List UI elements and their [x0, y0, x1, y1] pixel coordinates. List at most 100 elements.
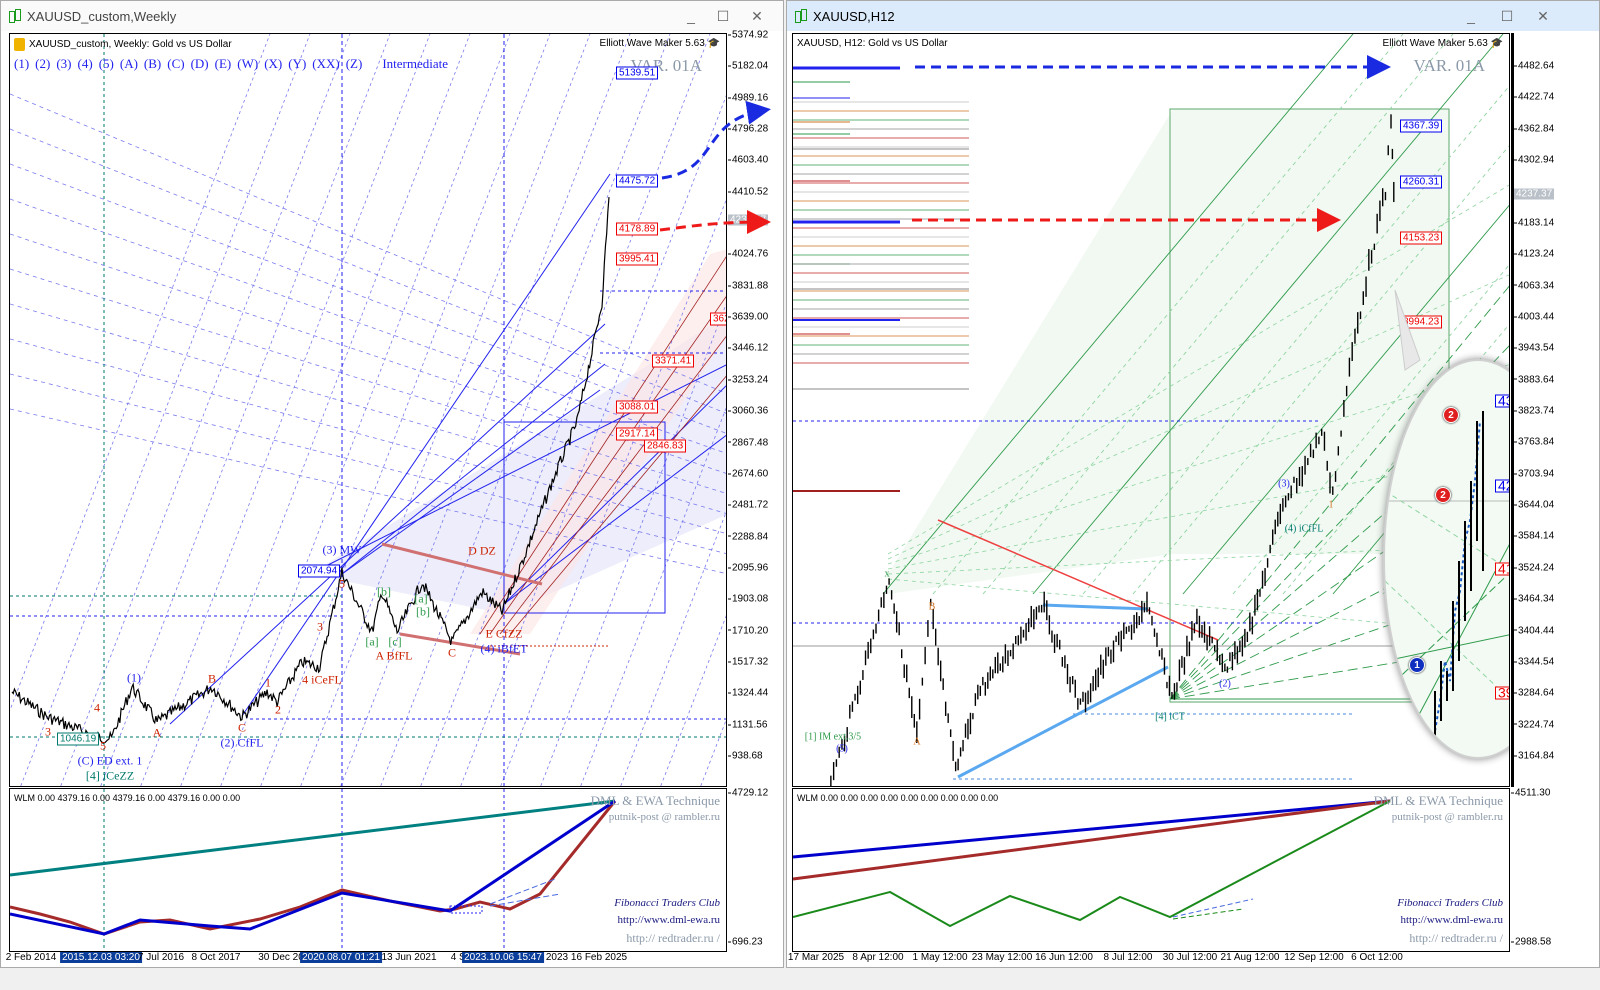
graduation-cap-icon: 🎓 [707, 38, 720, 49]
time-axis[interactable]: 17 Mar 2025 8 Apr 12:00 1 May 12:00 23 May … [788, 952, 1510, 966]
h12-chart-window: XAUUSD,H12 _ ☐ ✕ XAUUSD, H12: Gold vs US… [786, 0, 1600, 968]
price-axis-label: 4410.52 [728, 186, 768, 197]
maximize-button[interactable]: ☐ [1500, 8, 1514, 24]
wave-button[interactable]: (1) [14, 56, 30, 71]
window-titlebar[interactable]: XAUUSD_custom,Weekly _ ☐ ✕ [1, 1, 783, 31]
candlestick-icon [9, 9, 21, 23]
degree-selector[interactable]: Intermediate [382, 56, 449, 71]
price-axis-label: 3464.34 [1514, 594, 1554, 605]
wave-button[interactable]: (A) [119, 56, 138, 71]
maximize-button[interactable]: ☐ [716, 8, 730, 24]
price-tag: 2917.14 [616, 427, 659, 441]
watermark-site-link[interactable]: http://www.dml-ewa.ru [1400, 914, 1503, 926]
price-axis[interactable]: 5374.92 5182.04 4989.16 4796.28 4603.40 4410.… [728, 30, 784, 787]
time-axis-label: 23 May 12:00 [971, 952, 1033, 963]
chart-header: XAUUSD_custom, Weekly: Gold vs US Dollar [14, 38, 232, 51]
price-axis[interactable]: 4482.64 4422.74 4362.84 4302.94 4183.14 4123.… [1511, 33, 1567, 787]
wave-button[interactable]: (E) [214, 56, 232, 71]
close-button[interactable]: ✕ [1537, 8, 1549, 24]
price-axis-label: 5374.92 [728, 30, 768, 41]
wlm-indicator-pane[interactable]: WLM 0.00 4379.16 0.00 4379.16 0.00 4379.… [9, 788, 727, 952]
wave-button[interactable]: (D) [190, 56, 209, 71]
price-tag: 3629 [710, 312, 726, 326]
wave-label: 3 [317, 619, 323, 634]
price-line [11, 196, 610, 744]
magnifier-price-tag: 4153.23 [1495, 562, 1509, 576]
wave-label: [b] [377, 584, 391, 599]
teal-wave-line [10, 799, 616, 877]
time-axis-label: 2 Feb 2014 [5, 952, 57, 963]
wave-button[interactable]: (X) [264, 56, 283, 71]
wave-label: 1 [265, 675, 271, 690]
wave-label: (5) [836, 743, 848, 755]
time-axis-label: 8 Oct 2017 [191, 952, 241, 963]
wave-label: [4] iCT [1155, 711, 1185, 723]
window-title: XAUUSD,H12 [813, 8, 895, 24]
wave-button[interactable]: (Y) [288, 56, 307, 71]
minimize-button[interactable]: _ [687, 8, 695, 24]
wave-label: [a] [365, 634, 379, 649]
price-tag: 3994.23 [1400, 315, 1443, 329]
price-axis-label: 4482.64 [1514, 61, 1554, 72]
magnifier-price-tag: 4260.3 [1495, 479, 1509, 493]
watermark-site-link[interactable]: http://www.dml-ewa.ru [617, 914, 720, 926]
watermark-redtrader-link[interactable]: http:// redtrader.ru / [626, 931, 720, 945]
time-axis-label: 8 Jul 12:00 [1103, 952, 1153, 963]
wave-button[interactable]: (B) [143, 56, 162, 71]
price-axis-label: 2288.84 [728, 531, 768, 542]
time-axis-label: 30 Dec 20 [258, 952, 304, 963]
price-axis-label: 2674.60 [728, 468, 768, 479]
price-axis-label: 3524.24 [1514, 562, 1554, 573]
minimize-button[interactable]: _ [1467, 8, 1475, 24]
window-titlebar[interactable]: XAUUSD,H12 _ ☐ ✕ [787, 1, 1599, 31]
wave-label: D DZ [468, 543, 496, 558]
price-tag: 4367.39 [1400, 119, 1443, 133]
price-axis-label: 3883.64 [1514, 374, 1554, 385]
wave-label: x [884, 568, 890, 580]
chart-header: XAUUSD, H12: Gold vs US Dollar [797, 38, 948, 49]
wave-button[interactable]: (W) [237, 56, 259, 71]
candlestick-icon [795, 9, 807, 23]
price-axis-label: 2481.72 [728, 500, 768, 511]
price-axis-label: 3831.88 [728, 280, 768, 291]
wave-label: C [447, 645, 457, 660]
wave-button[interactable]: (3) [56, 56, 72, 71]
time-axis-label: 7 Jul 2016 [137, 952, 185, 963]
green-wave-line [793, 800, 1391, 928]
wave-label: 5 [339, 576, 345, 591]
wave-label: [4] iCeZZ [85, 768, 135, 783]
wave-button[interactable]: (2) [35, 56, 51, 71]
wave-button[interactable]: (XX) [312, 56, 340, 71]
price-tag: 5139.51 [616, 66, 659, 80]
wlm-indicator-pane[interactable]: WLM 0.00 0.00 0.00 0.00 0.00 0.00 0.00 0… [792, 788, 1510, 952]
wave-label: [c] [388, 634, 402, 649]
wave-button[interactable]: (4) [77, 56, 93, 71]
close-button[interactable]: ✕ [751, 8, 763, 24]
time-axis[interactable]: 2 Feb 2014 2015.12.03 03:20 7 Jul 2016 8 Oc… [5, 952, 727, 966]
price-axis-label: 3639.00 [728, 312, 768, 323]
wave-label: (4) iCfFL [1284, 523, 1324, 535]
wave-button[interactable]: (C) [167, 56, 185, 71]
price-axis-label: 3584.14 [1514, 531, 1554, 542]
wave-label: (C) ED ext. 1 [77, 753, 143, 768]
price-axis-label: 1903.08 [728, 594, 768, 605]
price-axis-label: 4362.84 [1514, 123, 1554, 134]
watermark-redtrader-link[interactable]: http:// redtrader.ru / [1409, 931, 1503, 945]
blue-wave-line [793, 799, 1391, 859]
watermark-technique: DML & EWA Technique [590, 793, 720, 808]
price-tag: 3995.41 [616, 252, 659, 266]
wave-button[interactable]: (Z) [345, 56, 363, 71]
price-axis-label: 3253.24 [728, 374, 768, 385]
price-tag: 1046.19 [57, 732, 100, 746]
price-chart[interactable]: XAUUSD_custom, Weekly: Gold vs US Dollar… [9, 33, 727, 787]
wave-button[interactable]: (5) [98, 56, 114, 71]
price-axis-label: 4123.24 [1514, 249, 1554, 260]
wave-label: A BfFL [375, 648, 413, 663]
magnifier-price-tag: 43 [1495, 394, 1509, 408]
time-axis-label: 30 Jul 12:00 [1162, 952, 1218, 963]
time-axis-label: 12 Sep 12:00 [1284, 952, 1344, 963]
price-chart[interactable]: XAUUSD, H12: Gold vs US Dollar Elliott W… [792, 33, 1510, 787]
price-axis-label: 3823.74 [1514, 406, 1554, 417]
magnifier-callout: 43 4260.3 4153.23 399 2 2 1 [1383, 359, 1509, 759]
wave-marker-2: 2 [1435, 487, 1451, 503]
